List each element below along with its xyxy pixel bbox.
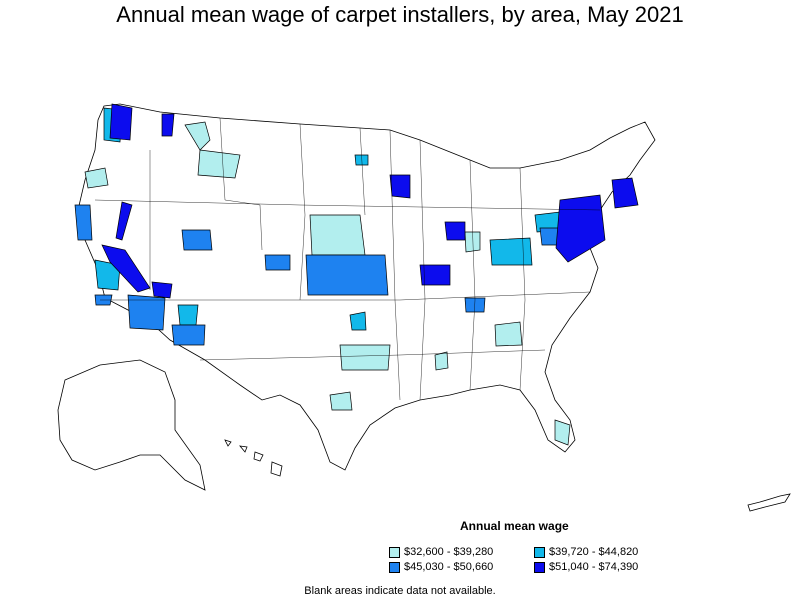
region-new-england	[611, 177, 639, 209]
legend-label-4: $51,040 - $74,390	[549, 561, 639, 573]
legend-title: Annual mean wage	[460, 519, 569, 533]
region-seattle	[109, 103, 133, 141]
region-south-dakota	[354, 154, 369, 166]
legend-swatch-1	[389, 546, 400, 558]
region-nevada-west	[115, 201, 133, 241]
footnote: Blank areas indicate data not available.	[304, 585, 496, 597]
region-mid-atlantic	[555, 194, 606, 263]
legend-label-2: $39,720 - $44,820	[549, 546, 639, 558]
region-montana-west	[197, 149, 241, 179]
region-tennessee	[494, 321, 523, 347]
hawaii-outline	[224, 439, 283, 477]
legend-label-1: $32,600 - $39,280	[404, 546, 494, 558]
region-louisiana	[434, 351, 449, 371]
region-spokane	[161, 113, 175, 137]
region-missouri	[419, 264, 451, 286]
legend-swatch-4	[534, 561, 545, 573]
region-california-central	[74, 204, 93, 241]
region-arizona-north	[177, 304, 199, 326]
region-arizona-east	[171, 324, 206, 346]
legend-item-3: $45,030 - $50,660	[389, 561, 493, 573]
region-colorado	[264, 254, 291, 271]
legend-label-3: $45,030 - $50,660	[404, 561, 494, 573]
region-arizona-south	[127, 294, 166, 331]
region-illinois	[464, 231, 481, 253]
region-texas-north	[339, 344, 391, 371]
map-title: Annual mean wage of carpet installers, b…	[116, 2, 684, 27]
region-oregon-coast	[84, 167, 109, 189]
region-chicago	[444, 221, 466, 241]
region-utah	[181, 229, 213, 251]
region-minnesota	[389, 174, 411, 199]
legend-swatch-3	[389, 561, 400, 573]
legend-item-2: $39,720 - $44,820	[534, 546, 638, 558]
alaska-outline	[57, 359, 206, 491]
region-idaho-montana	[184, 121, 211, 151]
legend-item-4: $51,040 - $74,390	[534, 561, 638, 573]
region-texas-south	[329, 391, 353, 411]
region-kansas-nebraska	[309, 214, 366, 256]
legend-item-1: $32,600 - $39,280	[389, 546, 493, 558]
region-nevada-south	[151, 281, 173, 299]
region-oklahoma	[349, 311, 367, 331]
islands-outline	[747, 493, 791, 512]
region-ohio	[489, 237, 533, 266]
legend-swatch-2	[534, 546, 545, 558]
region-arkansas	[464, 297, 486, 313]
region-california-east	[101, 244, 151, 293]
region-kansas	[305, 254, 389, 296]
region-florida	[554, 419, 571, 446]
